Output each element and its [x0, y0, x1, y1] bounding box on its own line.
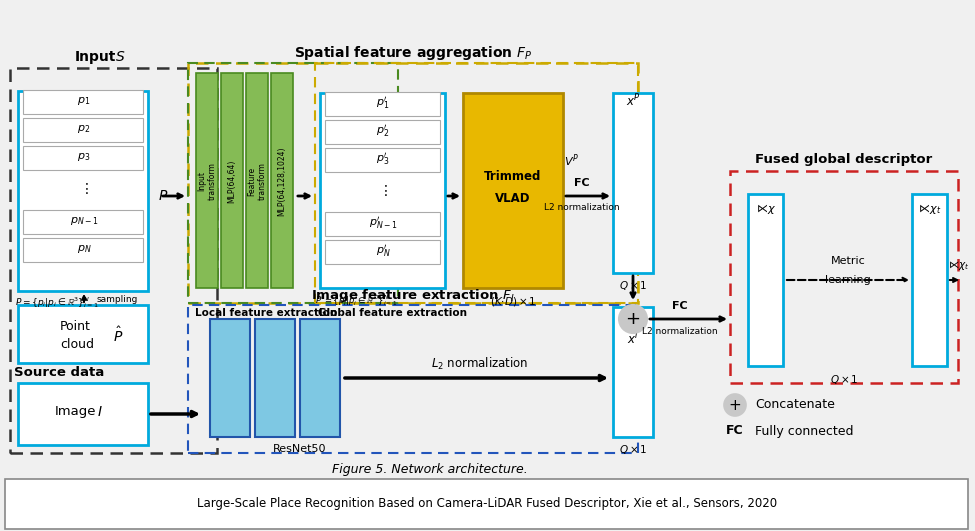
Bar: [246, 73, 268, 288]
Text: FC: FC: [574, 178, 590, 188]
Bar: [188, 63, 638, 303]
Text: $p_N$: $p_N$: [77, 243, 92, 255]
Bar: [613, 307, 653, 437]
Text: Image feature extraction $F_I$: Image feature extraction $F_I$: [311, 287, 515, 304]
Bar: [221, 73, 243, 288]
Text: $V^P$: $V^P$: [565, 153, 579, 169]
Bar: [325, 212, 440, 236]
Bar: [325, 120, 440, 144]
Text: $p_3'$: $p_3'$: [376, 151, 390, 167]
Bar: [325, 148, 440, 172]
Text: FC: FC: [726, 424, 744, 438]
Bar: [613, 93, 653, 273]
Text: L2 normalization: L2 normalization: [544, 203, 620, 212]
Text: Point: Point: [60, 321, 91, 333]
Text: $+$: $+$: [625, 310, 641, 328]
Text: $\hat{P}$: $\hat{P}$: [113, 326, 123, 345]
Bar: [730, 171, 958, 383]
Text: cloud: cloud: [60, 338, 94, 350]
Text: $P=\{p_i|p_i\in\mathbb{R}^3\}_{i=1}^N$: $P=\{p_i|p_i\in\mathbb{R}^3\}_{i=1}^N$: [15, 296, 98, 311]
Text: Figure 5. Network architecture.: Figure 5. Network architecture.: [332, 463, 527, 475]
Bar: [23, 90, 143, 114]
Bar: [18, 91, 148, 291]
Text: $p_N'$: $p_N'$: [375, 243, 390, 259]
Bar: [325, 92, 440, 116]
Text: Input
transform: Input transform: [197, 162, 216, 200]
Text: $+$: $+$: [728, 398, 742, 413]
Text: $\vdots$: $\vdots$: [79, 181, 89, 195]
Text: $p_1'$: $p_1'$: [376, 95, 390, 111]
Bar: [18, 383, 148, 445]
Bar: [255, 319, 295, 437]
Bar: [300, 319, 340, 437]
Text: L2 normalization: L2 normalization: [643, 327, 718, 336]
Bar: [196, 73, 218, 288]
Bar: [748, 194, 783, 366]
Bar: [912, 194, 947, 366]
Bar: [18, 305, 148, 363]
Text: Local feature extraction: Local feature extraction: [195, 308, 337, 318]
Bar: [188, 305, 638, 453]
Text: $x^I$: $x^I$: [627, 331, 639, 347]
Text: $p_2'$: $p_2'$: [376, 123, 390, 139]
Bar: [5, 479, 968, 529]
Text: Fully connected: Fully connected: [755, 424, 853, 438]
Bar: [320, 93, 445, 288]
Bar: [325, 240, 440, 264]
Bar: [463, 93, 563, 288]
Bar: [188, 63, 398, 303]
Text: $p_{N-1}$: $p_{N-1}$: [69, 215, 98, 227]
Text: Image: Image: [55, 406, 97, 418]
Text: Large-Scale Place Recognition Based on Camera-LiDAR Fused Descriptor, Xie et al.: Large-Scale Place Recognition Based on C…: [197, 498, 777, 510]
Text: Spatial feature aggregation $F_P$: Spatial feature aggregation $F_P$: [293, 44, 532, 62]
Bar: [23, 146, 143, 170]
Text: $\vdots$: $\vdots$: [378, 183, 388, 198]
Text: Input: Input: [75, 50, 116, 64]
Text: $p_1$: $p_1$: [77, 95, 91, 107]
Text: Feature
transform: Feature transform: [248, 162, 267, 200]
Text: $Q\times 1$: $Q\times 1$: [830, 373, 858, 386]
Text: $I$: $I$: [98, 405, 102, 419]
Bar: [210, 319, 250, 437]
Text: $P$: $P$: [158, 189, 168, 203]
Text: $Q\times 1$: $Q\times 1$: [619, 442, 647, 456]
Text: $p_3$: $p_3$: [77, 151, 91, 163]
Text: Fused global descriptor: Fused global descriptor: [756, 152, 933, 166]
Bar: [23, 210, 143, 234]
Text: VLAD: VLAD: [495, 193, 530, 205]
Bar: [23, 118, 143, 142]
Text: Global feature extraction: Global feature extraction: [318, 308, 467, 318]
Text: $Q\times 1$: $Q\times 1$: [619, 278, 647, 292]
Text: $L_2$ normalization: $L_2$ normalization: [431, 356, 528, 372]
Text: $\ltimes\!\chi_t$: $\ltimes\!\chi_t$: [946, 260, 970, 272]
Text: $p_{N-1}'$: $p_{N-1}'$: [369, 215, 398, 231]
Text: learning: learning: [825, 275, 871, 285]
Bar: [10, 68, 217, 453]
Circle shape: [619, 305, 647, 333]
Text: ResNet50: ResNet50: [273, 444, 327, 454]
Text: $S$: $S$: [115, 50, 126, 64]
Text: $P'=\{p_i'|p_i'\in\mathbb{R}^D\}_{i=1}^N$: $P'=\{p_i'|p_i'\in\mathbb{R}^D\}_{i=1}^N…: [315, 294, 397, 309]
Text: MLP(64,128,1024): MLP(64,128,1024): [278, 146, 287, 216]
Text: $(K{\cdot}D)\times 1$: $(K{\cdot}D)\times 1$: [489, 295, 536, 307]
Text: Concatenate: Concatenate: [755, 398, 835, 412]
Text: FC: FC: [672, 301, 687, 311]
Text: $x^P$: $x^P$: [626, 93, 641, 109]
Bar: [315, 63, 638, 303]
Text: sampling: sampling: [97, 295, 138, 304]
Text: $\ltimes\!\chi$: $\ltimes\!\chi$: [754, 202, 776, 216]
Bar: [271, 73, 293, 288]
Bar: [23, 238, 143, 262]
Text: MLP(64,64): MLP(64,64): [227, 159, 237, 203]
Text: Trimmed: Trimmed: [485, 169, 542, 183]
Text: $p_2$: $p_2$: [77, 123, 91, 135]
Text: $\ltimes\!\chi_t$: $\ltimes\!\chi_t$: [916, 202, 942, 216]
Text: Source data: Source data: [14, 366, 104, 380]
Text: Metric: Metric: [831, 256, 866, 266]
Circle shape: [724, 394, 746, 416]
